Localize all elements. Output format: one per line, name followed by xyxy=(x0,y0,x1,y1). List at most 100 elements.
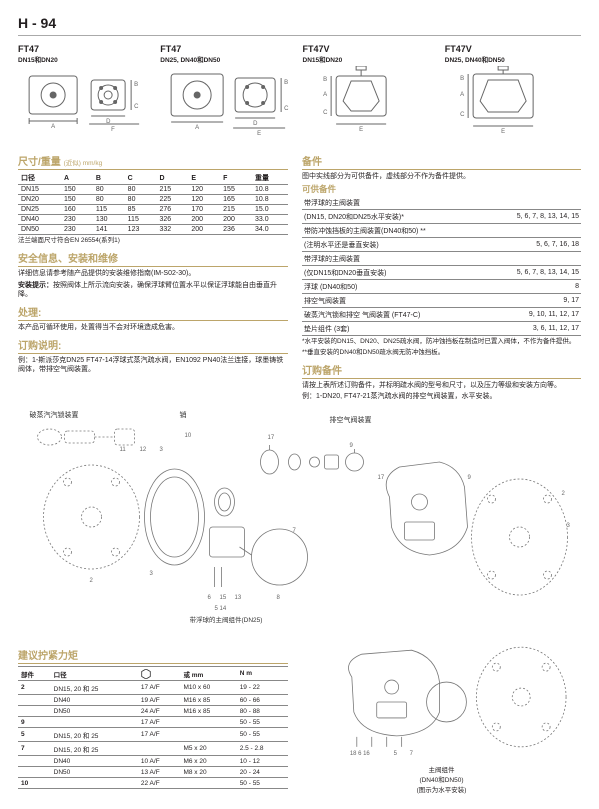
svg-text:D: D xyxy=(253,121,258,127)
svg-text:8: 8 xyxy=(277,595,281,601)
table-row: (DN15, DN20和DN25水平安装)*5, 6, 7, 8, 13, 14… xyxy=(302,210,581,224)
main-assembly-icon: 18 6 16 5 7 xyxy=(302,642,581,762)
svg-text:7: 7 xyxy=(410,751,414,757)
page-header: H - 94 xyxy=(18,15,581,36)
svg-text:E: E xyxy=(257,131,261,136)
dims-th: B xyxy=(93,172,125,185)
svg-text:18 6 16: 18 6 16 xyxy=(350,751,371,757)
table-row: DN4010 A/FM6 x 2010 - 12 xyxy=(18,756,288,767)
svg-text:3: 3 xyxy=(567,523,571,529)
diagram-ft47v-large: FT47V DN25, DN40和DN50 B A C E xyxy=(445,44,581,138)
dims-th: D xyxy=(157,172,189,185)
table-row: 5DN15, 20 和 2517 A/F50 - 55 xyxy=(18,728,288,742)
install-tip: 安装提示：按照阀体上所示流向安装，确保浮球臂位置水平以保证浮球能自由垂直升降。 xyxy=(18,281,288,299)
dims-th: C xyxy=(125,172,157,185)
spare-note2: **垂直安装的DN40和DN50疏水阀无防冲蚀挡板。 xyxy=(302,349,581,357)
top-diagrams: FT47 DN15和DN20 A D B xyxy=(18,44,581,138)
svg-text:B: B xyxy=(284,80,288,86)
dims-th: F xyxy=(220,172,252,185)
svg-text:11: 11 xyxy=(120,447,127,453)
dims-title: 尺寸/重量 (近似) mm/kg xyxy=(18,153,288,170)
svg-text:B: B xyxy=(323,77,327,83)
th-hex xyxy=(138,667,181,681)
svg-text:F: F xyxy=(111,127,115,133)
table-row: 浮球 (DN40和50)8 xyxy=(302,280,581,294)
svg-text:B: B xyxy=(460,76,464,82)
table-row: 带浮球的主阀装置 xyxy=(302,196,581,210)
spares-subtitle: 可供备件 xyxy=(302,183,581,195)
dims-th: 重量 xyxy=(252,172,288,185)
diag-title: FT47 xyxy=(18,44,154,54)
diag-subtitle: DN25, DN40和DN50 xyxy=(445,54,581,64)
th-size: 口径 xyxy=(51,667,138,681)
th-nm: N m xyxy=(237,667,288,681)
svg-text:5 14: 5 14 xyxy=(215,606,227,612)
table-row: DN15150808021512015510.8 xyxy=(18,185,288,195)
dimension-drawing-icon: A D B C E xyxy=(160,66,296,136)
svg-text:15: 15 xyxy=(220,595,227,601)
diag-subtitle: DN15和DN20 xyxy=(18,54,154,64)
svg-text:A: A xyxy=(323,92,327,98)
table-row: 排空气阀装置9, 17 xyxy=(302,294,581,308)
processing-text: 本产品可循环使用，处置得当不会对环境造成危害。 xyxy=(18,323,288,332)
svg-text:3: 3 xyxy=(150,571,154,577)
svg-text:A: A xyxy=(195,125,199,131)
table-row: DN251601158527617021515.0 xyxy=(18,205,288,215)
ordering-example: 例：1-斯派莎克DN25 FT47-14浮球式蒸汽疏水阀，EN1092 PN40… xyxy=(18,356,288,374)
svg-text:9: 9 xyxy=(468,475,472,481)
order-spares-example: 例：1-DN20, FT47-21蒸汽疏水阀的排空气阀装置，水平安装。 xyxy=(302,392,581,401)
table-row: 917 A/F50 - 55 xyxy=(18,717,288,728)
svg-text:17: 17 xyxy=(268,435,275,441)
diag-subtitle: DN25, DN40和DN50 xyxy=(160,54,296,64)
table-row: (仅DN15和DN20垂直安装)5, 6, 7, 8, 13, 14, 15 xyxy=(302,266,581,280)
processing-title: 处理: xyxy=(18,304,288,321)
assembly-block: 18 6 16 5 7 主阀组件 (DN40和DN50) (图示为水平安装) xyxy=(302,642,581,794)
svg-text:7: 7 xyxy=(293,528,297,534)
table-row: (注明水平还是垂直安装)5, 6, 7, 16, 18 xyxy=(302,238,581,252)
table-row: DN5023014112333220023634.0 xyxy=(18,225,288,235)
svg-text:10: 10 xyxy=(185,433,192,439)
assembly-label: 主阀组件 (DN40和DN50) (图示为水平安装) xyxy=(302,764,581,794)
svg-text:C: C xyxy=(323,110,328,116)
table-row: 7DN15, 20 和 25M5 x 202.5 - 2.8 xyxy=(18,742,288,756)
dims-th: E xyxy=(188,172,220,185)
svg-text:3: 3 xyxy=(160,447,164,453)
dimensions-table: 口径ABCDEF重量 DN15150808021512015510.8DN201… xyxy=(18,172,288,235)
svg-text:C: C xyxy=(460,112,465,118)
torque-table: 部件 口径 或 mm N m 2DN15, 20 和 2517 A/FM10 x… xyxy=(18,666,288,789)
table-row: DN20150808022512016510.8 xyxy=(18,195,288,205)
torque-block: 建议拧紧力矩 部件 口径 或 mm N m 2DN15, 20 和 2517 A… xyxy=(18,642,288,794)
svg-text:带浮球的主阀组件(DN25): 带浮球的主阀组件(DN25) xyxy=(190,615,263,624)
spares-intro: 图中实线部分为可供备件，虚线部分不作为备件提供。 xyxy=(302,172,581,181)
svg-text:9: 9 xyxy=(350,443,354,449)
svg-text:6: 6 xyxy=(208,595,212,601)
spares-title: 备件 xyxy=(302,153,581,170)
diag-title: FT47 xyxy=(160,44,296,54)
svg-text:12: 12 xyxy=(140,447,147,453)
exploded-view: 破蒸汽汽锁装置 销 排空气阀装置 11 12 3 10 xyxy=(18,407,581,642)
table-row: 带防冲蚀挡板的主阀装置(DN40和50) ** xyxy=(302,224,581,238)
hex-icon xyxy=(141,669,151,679)
svg-text:2: 2 xyxy=(562,491,566,497)
table-row: DN4023013011532620020033.0 xyxy=(18,215,288,225)
table-row: 1022 A/F50 - 55 xyxy=(18,778,288,789)
diagram-ft47v-small: FT47V DN15和DN20 B A C E xyxy=(303,44,439,138)
table-row: 2DN15, 20 和 2517 A/FM10 x 6019 - 22 xyxy=(18,681,288,695)
dims-th: 口径 xyxy=(18,172,61,185)
th-mm: 或 mm xyxy=(180,667,236,681)
torque-title: 建议拧紧力矩 xyxy=(18,647,288,664)
svg-text:E: E xyxy=(501,129,505,135)
label-shaft: 销 xyxy=(180,410,187,419)
svg-text:17: 17 xyxy=(378,475,385,481)
dimension-drawing-icon: B A C E xyxy=(303,66,439,136)
table-row: DN5024 A/FM16 x 8580 - 88 xyxy=(18,706,288,717)
diag-title: FT47V xyxy=(445,44,581,54)
dimension-drawing-icon: B A C E xyxy=(445,66,581,136)
label-airvent: 排空气阀装置 xyxy=(330,415,372,424)
diag-subtitle: DN15和DN20 xyxy=(303,54,439,64)
dims-th: A xyxy=(61,172,93,185)
table-row: 垫片组件 (3套)3, 6, 11, 12, 17 xyxy=(302,322,581,336)
table-row: DN4019 A/FM16 x 8560 - 66 xyxy=(18,695,288,706)
table-row: DN5013 A/FM8 x 2020 - 24 xyxy=(18,767,288,778)
table-row: 破蒸汽汽锁和排空 气阀装置 (FT47-C)9, 10, 11, 12, 17 xyxy=(302,308,581,322)
